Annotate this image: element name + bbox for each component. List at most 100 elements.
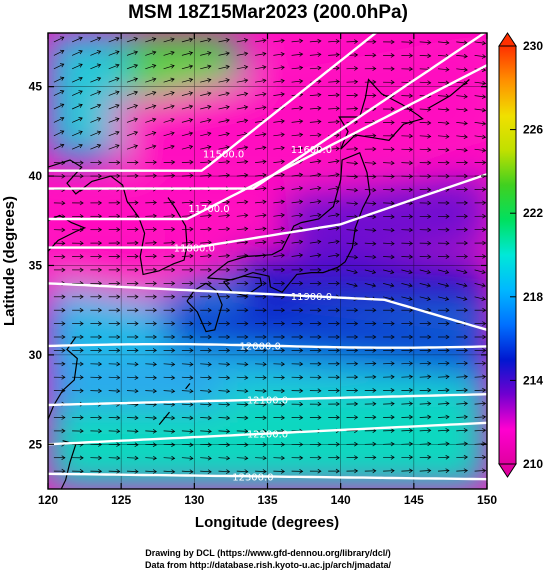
wind-arrow — [401, 414, 414, 420]
x-tick-label: 150 — [477, 493, 497, 507]
wind-arrow — [273, 65, 285, 70]
wind-arrow — [181, 307, 194, 313]
wind-arrow — [273, 159, 285, 164]
wind-arrow — [474, 254, 487, 259]
wind-arrow — [236, 388, 249, 394]
wind-arrow — [200, 118, 212, 123]
wind-arrow — [90, 36, 102, 43]
wind-arrow — [273, 186, 285, 191]
wind-arrow — [218, 442, 231, 448]
wind-arrow — [474, 94, 487, 99]
wind-arrow — [126, 37, 139, 43]
wind-arrow — [401, 321, 414, 326]
wind-arrow — [383, 296, 395, 301]
wind-arrow — [346, 269, 358, 275]
wind-arrow — [383, 307, 395, 313]
wind-arrow — [309, 442, 322, 447]
wind-arrow — [291, 52, 304, 57]
wind-arrow — [71, 36, 83, 43]
wind-arrow — [474, 401, 487, 406]
wind-arrow — [72, 428, 84, 434]
wind-arrow — [200, 267, 212, 273]
wind-arrow — [346, 106, 359, 111]
wind-arrow — [255, 455, 267, 461]
wind-arrow — [309, 253, 322, 258]
wind-arrow — [291, 334, 304, 340]
wind-arrow — [291, 186, 304, 191]
wind-arrow — [126, 429, 139, 434]
wind-arrow — [291, 145, 304, 151]
wind-arrow — [401, 428, 414, 433]
wind-arrow — [255, 415, 267, 421]
wind-arrow — [383, 269, 395, 275]
wind-arrow — [309, 307, 322, 313]
wind-arrow — [456, 283, 468, 288]
x-tick: 135 — [257, 33, 278, 507]
wind-arrow — [126, 227, 139, 232]
wind-arrow — [474, 387, 487, 393]
wind-arrow — [328, 334, 340, 340]
wind-arrow — [255, 65, 267, 70]
wind-arrow — [181, 321, 194, 326]
wind-arrow — [438, 307, 450, 313]
wind-arrow — [236, 145, 249, 150]
wind-arrow — [90, 294, 103, 300]
wind-arrow — [127, 294, 139, 300]
wind-arrow — [218, 348, 231, 353]
wind-arrow — [273, 38, 285, 44]
wind-arrow — [291, 105, 304, 111]
wind-arrow — [401, 53, 414, 58]
wind-arrow — [255, 213, 267, 218]
wind-arrow — [255, 226, 267, 232]
wind-arrow — [437, 214, 450, 219]
wind-arrow — [53, 174, 66, 179]
wind-arrow — [163, 226, 176, 232]
wind-arrow — [401, 254, 414, 260]
wind-arrow — [90, 117, 102, 123]
wind-arrow — [72, 173, 84, 179]
wind-arrow — [108, 173, 121, 179]
wind-arrow — [328, 374, 340, 380]
wind-arrow — [291, 361, 304, 367]
wind-arrow — [401, 160, 414, 166]
wind-arrow — [383, 361, 395, 366]
wind-arrow — [53, 334, 66, 340]
wind-arrow — [236, 213, 249, 218]
wind-arrow — [90, 214, 103, 219]
wind-arrow — [309, 388, 322, 394]
wind-arrow — [127, 307, 139, 313]
wind-arrow — [218, 321, 231, 326]
wind-arrow — [364, 269, 377, 275]
wind-arrow — [126, 213, 139, 219]
wind-arrow — [255, 38, 267, 43]
wind-arrow — [255, 388, 267, 394]
wind-arrow — [71, 103, 83, 110]
wind-arrow — [218, 415, 231, 421]
wind-arrow — [456, 173, 468, 179]
wind-arrow — [236, 253, 249, 258]
wind-arrow — [127, 281, 139, 286]
wind-arrow — [401, 296, 413, 301]
wind-arrow — [309, 267, 322, 273]
wind-arrow — [437, 240, 450, 246]
wind-arrow — [419, 134, 432, 139]
wind-arrow — [145, 37, 157, 43]
wind-arrow — [181, 51, 194, 56]
x-tick: 140 — [331, 33, 351, 507]
wind-arrow — [127, 348, 139, 353]
wind-arrow — [456, 94, 468, 99]
wind-arrow — [163, 64, 175, 70]
wind-arrow — [474, 187, 487, 192]
wind-arrow — [291, 281, 304, 286]
wind-arrow — [126, 117, 139, 123]
wind-arrow — [309, 132, 322, 138]
wind-arrow — [72, 334, 84, 340]
wind-arrow — [401, 39, 414, 45]
wind-arrow — [126, 469, 139, 474]
wind-arrow — [401, 66, 414, 72]
wind-arrow — [401, 441, 414, 447]
wind-arrow — [364, 414, 377, 420]
wind-arrow — [364, 146, 377, 152]
wind-arrow — [346, 415, 359, 420]
speed-region — [165, 292, 487, 373]
